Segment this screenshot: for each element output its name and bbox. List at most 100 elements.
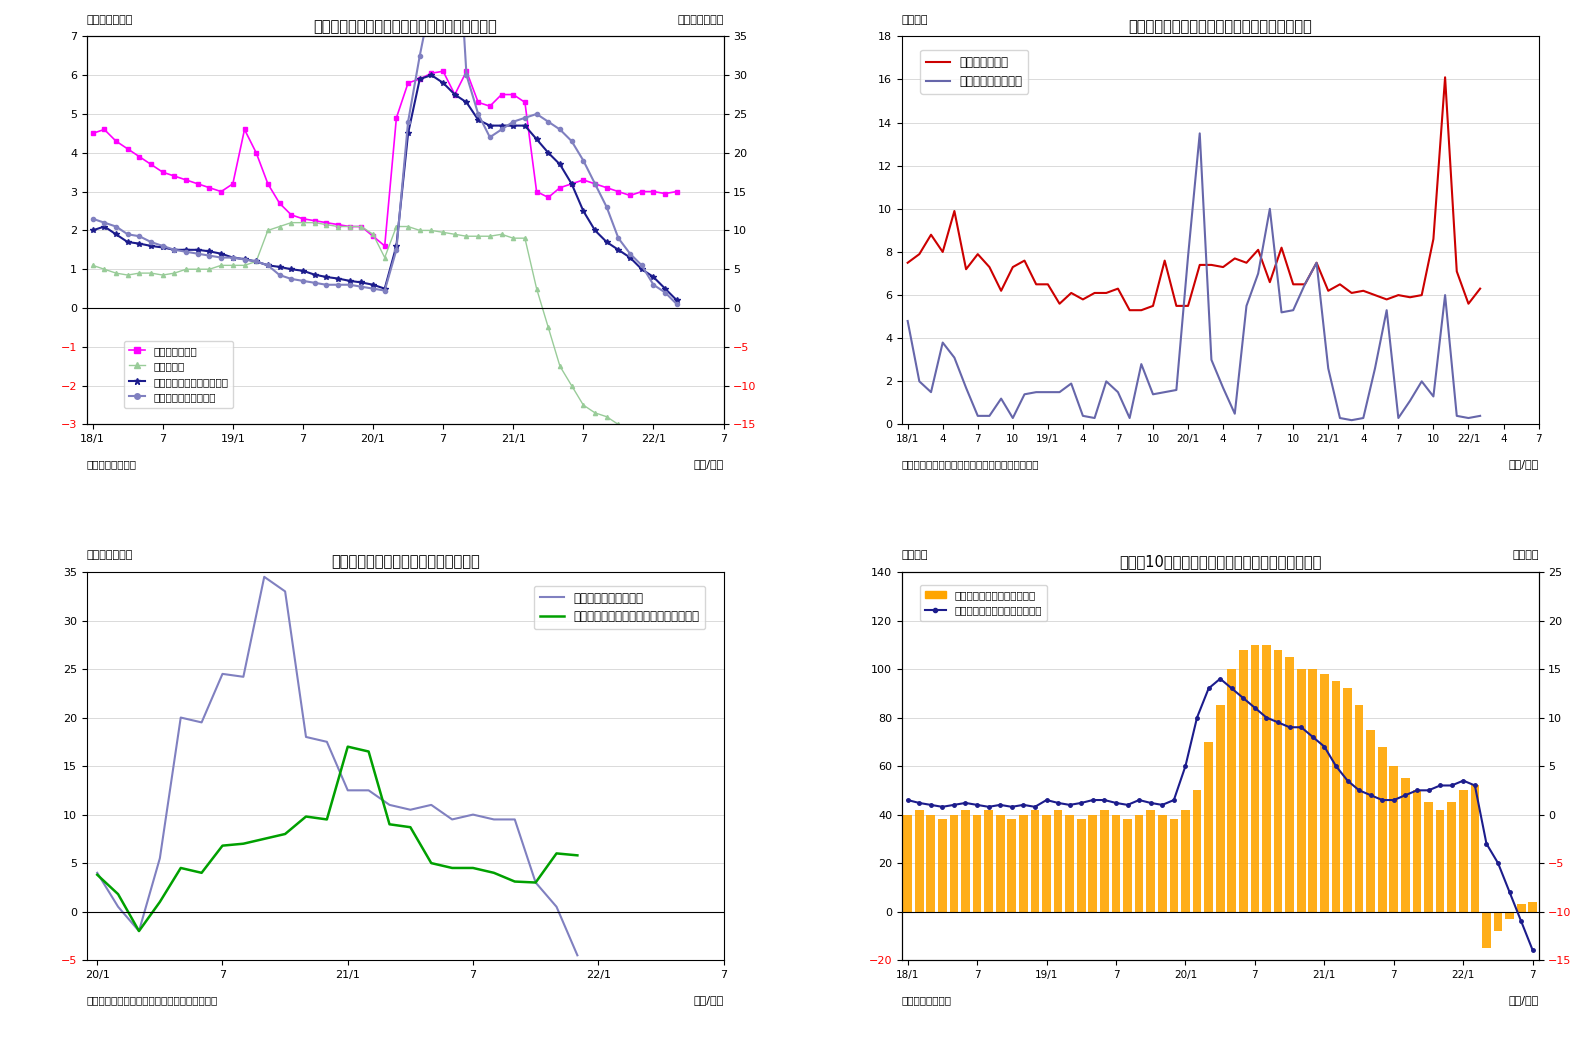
国庫短期証券買入額 xyxy=(1073,410,1092,422)
Bar xyxy=(1124,819,1131,911)
日銀当座預金（末残） xyxy=(360,784,379,796)
長期国債買入額 xyxy=(945,204,964,217)
国庫短期証券買入額 xyxy=(1412,375,1431,387)
Line: 日銀券発行残高: 日銀券発行残高 xyxy=(90,70,679,248)
長期国債買入額 xyxy=(911,248,929,261)
Bar xyxy=(1367,730,1374,911)
Bar xyxy=(1471,786,1479,911)
日銀当座預金（末残） xyxy=(276,585,295,598)
長期国債買入額 xyxy=(991,284,1010,297)
国庫短期証券買入額 xyxy=(1237,300,1256,312)
国庫短期証券買入額 xyxy=(1202,354,1221,366)
貨幣流通高 xyxy=(282,216,301,228)
Text: （兆円）: （兆円） xyxy=(901,15,928,25)
国庫短期証券買入額 xyxy=(1248,268,1267,280)
日銀当座預金（除くコロナオペ・末残） xyxy=(548,847,567,859)
日銀当座預金（除くコロナオペ・末残） xyxy=(234,838,252,850)
長期国債買入額 xyxy=(1471,282,1490,295)
Bar xyxy=(1332,681,1340,911)
Bar xyxy=(1089,815,1097,911)
Text: （年/月）: （年/月） xyxy=(693,460,724,469)
Bar xyxy=(1378,746,1387,911)
日銀当座預金（末残） xyxy=(525,876,544,889)
Legend: 日銀券発行残高, 貨幣流通高, マネタリーベース（右軸）, 日銀当座預金（右軸）: 日銀券発行残高, 貨幣流通高, マネタリーベース（右軸）, 日銀当座預金（右軸） xyxy=(123,340,234,408)
マネタリーベース（右軸） xyxy=(211,247,230,260)
Bar xyxy=(1356,706,1363,911)
長期国債買入額 xyxy=(969,248,988,261)
長期国債買入額 xyxy=(1261,276,1280,289)
Bar xyxy=(1505,911,1513,919)
日銀当座預金（除くコロナオペ・末残） xyxy=(443,862,462,874)
国庫短期証券買入額 xyxy=(1447,410,1466,422)
Bar xyxy=(1193,790,1201,911)
マネタリーベース（右軸） xyxy=(480,119,499,132)
国庫短期証券買入額 xyxy=(1062,377,1081,389)
日銀当座預金（末残） xyxy=(484,813,503,825)
国庫短期証券買入額 xyxy=(1038,386,1057,399)
長期国債買入額 xyxy=(1284,278,1303,291)
国庫短期証券買入額 xyxy=(1389,412,1408,425)
長期国債買入額 xyxy=(1237,256,1256,269)
国庫短期証券買入額 xyxy=(1190,127,1209,139)
日銀券発行残高 xyxy=(376,240,394,252)
Bar xyxy=(985,810,993,911)
国庫短期証券買入額 xyxy=(1166,384,1185,397)
国庫短期証券買入額 xyxy=(1272,306,1291,319)
長期国債買入額 xyxy=(1412,289,1431,301)
日銀当座預金（除くコロナオペ・末残） xyxy=(317,813,336,825)
マネタリーベース末残の前年差 xyxy=(1015,798,1034,811)
日銀当座預金（除くコロナオペ・末残） xyxy=(88,869,107,881)
日銀当座預金（右軸） xyxy=(270,269,289,281)
日銀券発行残高 xyxy=(259,177,278,190)
国庫短期証券買入額 xyxy=(1027,386,1046,399)
日銀当座預金（除くコロナオペ・末残） xyxy=(109,887,128,900)
Bar xyxy=(937,819,947,911)
貨幣流通高 xyxy=(270,220,289,233)
Bar xyxy=(1262,645,1270,911)
日銀当座預金（右軸） xyxy=(84,213,103,225)
Bar xyxy=(1516,904,1526,911)
国庫短期証券買入額 xyxy=(1378,304,1397,317)
長期国債買入額 xyxy=(1190,258,1209,271)
長期国債買入額 xyxy=(1213,261,1232,273)
日銀券発行残高 xyxy=(492,88,511,101)
日銀当座預金（除くコロナオペ・末残） xyxy=(360,745,379,758)
Bar xyxy=(1273,650,1283,911)
Title: （図表８）日銀の国債買入れ額（月次フロー）: （図表８）日銀の国債買入れ額（月次フロー） xyxy=(1128,19,1311,34)
国庫短期証券買入額 xyxy=(1086,412,1105,425)
日銀当座預金（末残） xyxy=(254,571,273,583)
Bar xyxy=(1204,742,1213,911)
国庫短期証券買入額 xyxy=(1365,362,1384,375)
長期国債買入額 xyxy=(1131,304,1150,317)
日銀当座預金（右軸） xyxy=(667,298,686,310)
日銀当座預金（末残） xyxy=(88,867,107,879)
Bar xyxy=(1251,645,1259,911)
マネタリーベース（右軸） xyxy=(259,260,278,272)
日銀当座預金（右軸） xyxy=(655,286,674,299)
国庫短期証券買入額 xyxy=(1179,250,1198,263)
長期国債買入額 xyxy=(1436,71,1455,83)
国庫短期証券買入額 xyxy=(1296,278,1314,291)
国庫短期証券買入額 xyxy=(1004,412,1023,425)
日銀当座預金（末残） xyxy=(338,784,357,796)
長期国債買入額 xyxy=(1389,289,1408,301)
長期国債買入額 xyxy=(1319,284,1338,297)
Line: 国庫短期証券買入額: 国庫短期証券買入額 xyxy=(907,133,1480,420)
Legend: 季節調整済み前月差（右軸）, マネタリーベース末残の前年差: 季節調整済み前月差（右軸）, マネタリーベース末残の前年差 xyxy=(920,585,1046,621)
国庫短期証券買入額 xyxy=(1108,386,1127,399)
Bar xyxy=(926,815,936,911)
長期国債買入額 xyxy=(1027,278,1046,291)
国庫短期証券買入額 xyxy=(933,336,952,349)
長期国債買入額 xyxy=(1248,244,1267,256)
Text: （前年比、％）: （前年比、％） xyxy=(677,15,724,25)
貨幣流通高 xyxy=(259,224,278,237)
国庫短期証券買入額 xyxy=(991,392,1010,405)
長期国債買入額 xyxy=(956,263,975,275)
日銀券発行残高 xyxy=(270,197,289,210)
貨幣流通高 xyxy=(667,426,686,438)
国庫短期証券買入額 xyxy=(1330,412,1349,425)
マネタリーベース（右軸） xyxy=(655,282,674,295)
Bar xyxy=(1286,657,1294,911)
Bar xyxy=(1425,802,1433,911)
国庫短期証券買入額 xyxy=(1460,412,1479,425)
